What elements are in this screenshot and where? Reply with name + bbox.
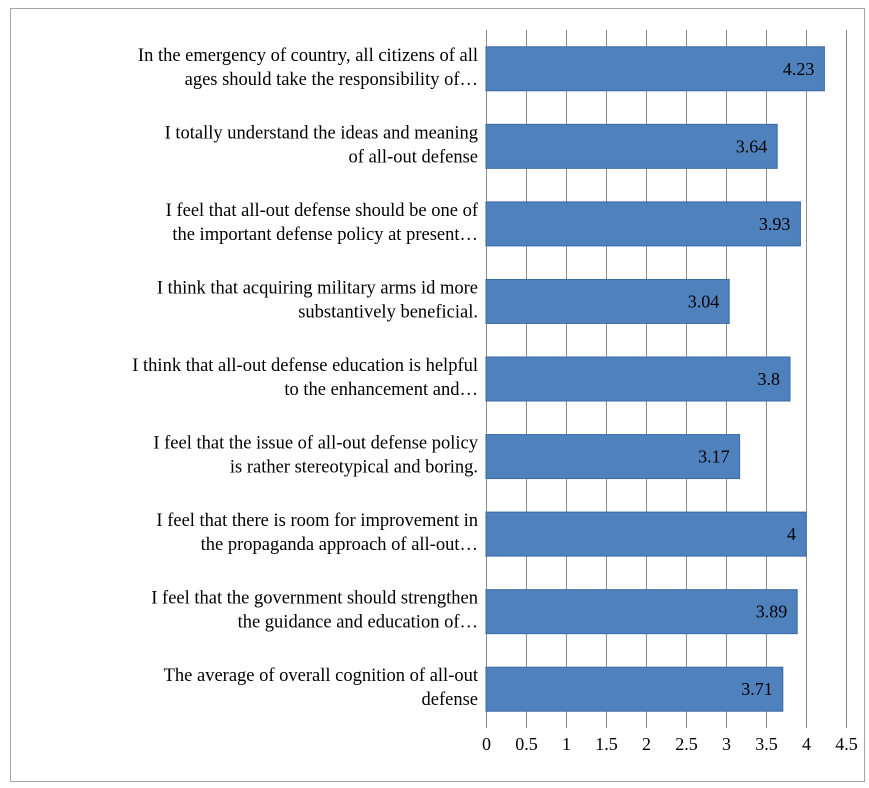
x-tick-label: 1: [562, 734, 571, 754]
category-label-line: In the emergency of country, all citizen…: [138, 46, 478, 66]
category-label-line: I feel that the issue of all-out defense…: [153, 434, 478, 454]
bar: [485, 434, 741, 480]
category-label: I feel that there is room for improvemen…: [156, 511, 478, 555]
category-label-line: ages should take the responsibility of…: [185, 70, 478, 90]
x-tick-label: 0: [482, 734, 491, 754]
data-label: 4: [787, 524, 796, 544]
data-label: 3.04: [688, 291, 720, 311]
x-tick-label: 4.5: [835, 734, 858, 754]
category-label: In the emergency of country, all citizen…: [138, 46, 478, 90]
category-label: I feel that the issue of all-out defense…: [153, 434, 478, 478]
data-label: 3.64: [736, 136, 768, 156]
data-label: 3.71: [741, 679, 773, 699]
category-label-line: I feel that the government should streng…: [151, 589, 478, 609]
category-label-line: I totally understand the ideas and meani…: [165, 123, 478, 143]
bar: [485, 46, 825, 92]
x-tick-label: 3: [722, 734, 731, 754]
category-label-line: The average of overall cognition of all-…: [164, 666, 479, 686]
category-label-line: of all-out defense: [349, 147, 478, 167]
category-label-line: the important defense policy at present…: [172, 225, 478, 245]
category-label-line: the guidance and education of…: [238, 613, 478, 633]
category-label-line: is rather stereotypical and boring.: [230, 458, 478, 478]
bar: [485, 201, 801, 247]
bar: [485, 666, 784, 712]
x-tick-label: 0.5: [515, 734, 538, 754]
category-label-line: to the enhancement and…: [284, 380, 478, 400]
category-label-line: I feel that there is room for improvemen…: [156, 511, 478, 531]
category-label-line: I think that acquiring military arms id …: [157, 278, 478, 298]
category-label-line: substantively beneficial.: [298, 302, 478, 322]
bar: [485, 511, 807, 557]
category-label-line: I feel that all-out defense should be on…: [166, 201, 479, 221]
category-label: I feel that all-out defense should be on…: [166, 201, 479, 245]
data-label: 3.17: [698, 447, 730, 467]
data-label: 3.89: [756, 602, 788, 622]
category-label: I feel that the government should streng…: [151, 589, 478, 633]
x-tick-label: 4: [802, 734, 811, 754]
data-label: 3.93: [759, 214, 791, 234]
category-label-line: defense: [422, 690, 479, 710]
category-label: I think that all-out defense education i…: [132, 356, 478, 400]
category-labels: In the emergency of country, all citizen…: [132, 46, 479, 710]
bar: [485, 356, 791, 402]
category-label-line: the propaganda approach of all-out…: [201, 535, 478, 555]
category-label: I totally understand the ideas and meani…: [165, 123, 478, 167]
category-label: The average of overall cognition of all-…: [164, 666, 479, 710]
data-label: 3.8: [758, 369, 781, 389]
data-label: 4.23: [783, 59, 815, 79]
x-tick-label: 2.5: [675, 734, 698, 754]
bar: [485, 278, 730, 324]
x-tick-labels: 0 0.5 1 1.5 2 2.5 3 3.5 4 4.5: [482, 734, 858, 754]
category-label-line: I think that all-out defense education i…: [132, 356, 478, 376]
bars: 4.23 3.64 3.93 3.04 3.8 3.17 4 3.89 3.71: [485, 46, 825, 712]
x-tick-label: 2: [642, 734, 651, 754]
bar: [485, 123, 778, 169]
category-label: I think that acquiring military arms id …: [157, 278, 478, 322]
x-tick-label: 1.5: [595, 734, 618, 754]
x-tick-label: 3.5: [755, 734, 778, 754]
bar: [485, 589, 798, 635]
